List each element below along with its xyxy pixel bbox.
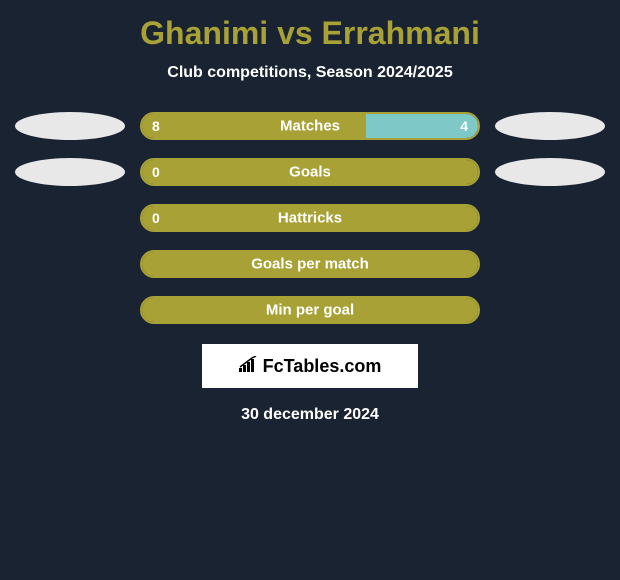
stat-value-player1: 0 bbox=[152, 210, 160, 226]
stat-bar: Goals per match bbox=[140, 250, 480, 278]
player2-marker bbox=[495, 112, 605, 140]
stat-bar: Hattricks 0 bbox=[140, 204, 480, 232]
stat-row: Goals 0 bbox=[0, 158, 620, 186]
stat-label: Goals per match bbox=[251, 256, 369, 273]
stat-value-player2: 4 bbox=[460, 118, 468, 134]
logo-text: FcTables.com bbox=[263, 356, 382, 377]
stat-bar: Goals 0 bbox=[140, 158, 480, 186]
stat-label: Goals bbox=[289, 164, 331, 181]
stat-bar: Matches 8 4 bbox=[140, 112, 480, 140]
page-title: Ghanimi vs Errahmani bbox=[0, 15, 620, 52]
date-text: 30 december 2024 bbox=[0, 406, 620, 424]
main-container: Ghanimi vs Errahmani Club competitions, … bbox=[0, 0, 620, 434]
stat-label: Matches bbox=[280, 118, 340, 135]
stat-row: Hattricks 0 bbox=[0, 204, 620, 232]
stat-row: Matches 8 4 bbox=[0, 112, 620, 140]
stat-bar: Min per goal bbox=[140, 296, 480, 324]
logo-box: FcTables.com bbox=[202, 344, 418, 388]
stat-value-player1: 8 bbox=[152, 118, 160, 134]
stat-row: Goals per match bbox=[0, 250, 620, 278]
player1-marker bbox=[15, 158, 125, 186]
player1-marker bbox=[15, 112, 125, 140]
stats-list: Matches 8 4 Goals 0 Hattricks 0 Goals per match… bbox=[0, 112, 620, 324]
page-subtitle: Club competitions, Season 2024/2025 bbox=[0, 64, 620, 82]
stat-value-player1: 0 bbox=[152, 164, 160, 180]
player2-marker bbox=[495, 158, 605, 186]
chart-icon bbox=[239, 356, 259, 377]
stat-row: Min per goal bbox=[0, 296, 620, 324]
stat-label: Hattricks bbox=[278, 210, 342, 227]
stat-label: Min per goal bbox=[266, 302, 354, 319]
